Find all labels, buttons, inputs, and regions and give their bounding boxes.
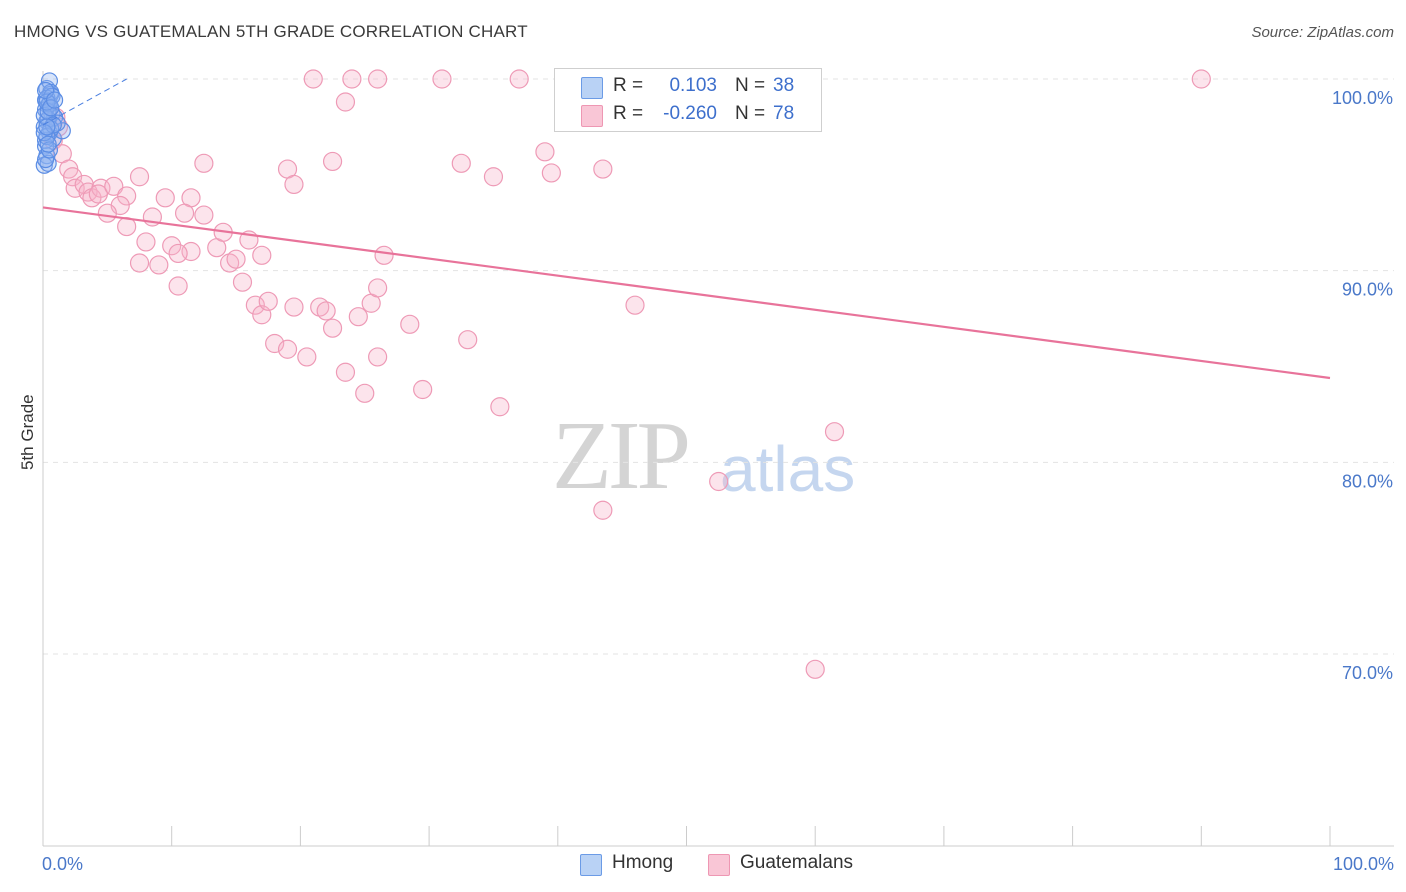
- guatemalans-point: [593, 500, 613, 520]
- guatemalans-point: [368, 347, 388, 367]
- x-tick-label-max: 100.0%: [1333, 854, 1394, 874]
- guatemalans-point: [97, 203, 117, 223]
- guatemalans-point: [226, 249, 246, 269]
- hmong-points: [35, 72, 71, 174]
- guatemalans-point: [194, 153, 214, 173]
- guatemalans-point: [258, 291, 278, 311]
- r-label: R =: [613, 103, 644, 124]
- hmong-point: [39, 135, 57, 153]
- guatemalans-legend-swatch: [708, 854, 730, 876]
- n-label: N =: [735, 103, 766, 124]
- hmong-point: [38, 118, 56, 136]
- r-value: -0.260: [663, 103, 717, 124]
- hmong-point: [45, 91, 64, 109]
- y-tick-labels: 70.0% 80.0% 90.0% 100.0%: [1332, 88, 1393, 683]
- watermark-zip: ZIP: [552, 402, 691, 510]
- y-tick-label: 80.0%: [1342, 471, 1393, 491]
- r-value: 0.103: [669, 75, 717, 96]
- guatemalans-point: [432, 69, 452, 89]
- guatemalans-point: [509, 69, 529, 89]
- guatemalans-point: [451, 153, 471, 173]
- guatemalans-point: [168, 276, 188, 296]
- guatemalans-point: [413, 379, 433, 400]
- axes: [42, 71, 1394, 847]
- guatemalans-point: [316, 301, 336, 321]
- series-legend: Hmong Guatemalans: [0, 852, 1406, 878]
- y-tick-label: 100.0%: [1332, 88, 1393, 108]
- guatemalans-point: [129, 253, 150, 273]
- hmong-trend-line: [42, 78, 127, 126]
- chart-title: HMONG VS GUATEMALAN 5TH GRADE CORRELATIO…: [14, 22, 528, 41]
- guatemalans-point: [805, 659, 825, 679]
- hmong-legend-label: Hmong: [612, 852, 674, 873]
- guatemalans-point: [335, 362, 356, 382]
- guatemalans-point: [490, 397, 510, 417]
- hmong-legend-swatch: [580, 854, 602, 876]
- guatemalans-point: [232, 272, 253, 292]
- legend-row-guatemalans: R = -0.260 N = 78: [555, 101, 821, 129]
- n-label: N =: [735, 75, 766, 96]
- guatemalans-point: [245, 295, 265, 315]
- guatemalans-point: [625, 295, 645, 315]
- x-tick-labels: 0.0% 100.0%: [42, 854, 1394, 874]
- guatemalans-point: [355, 383, 375, 403]
- hmong-swatch: [581, 77, 603, 99]
- r-label: R =: [613, 75, 644, 96]
- n-value: 38: [773, 75, 795, 96]
- guatemalans-point: [174, 203, 195, 223]
- guatemalans-point: [117, 186, 137, 206]
- guatemalans-point: [400, 314, 420, 334]
- guatemalans-point: [297, 347, 317, 367]
- guatemalans-point: [277, 339, 298, 359]
- guatemalans-point: [149, 255, 169, 275]
- guatemalans-point: [63, 167, 83, 187]
- n-value: 78: [773, 103, 795, 124]
- guatemalans-point: [155, 188, 175, 208]
- guatemalans-point: [322, 151, 343, 172]
- guatemalans-point: [541, 163, 561, 183]
- guatemalans-point: [374, 245, 394, 265]
- guatemalans-trend-line: [42, 206, 1331, 380]
- y-tick-label: 70.0%: [1342, 663, 1393, 683]
- guatemalans-point: [368, 278, 388, 298]
- guatemalans-point: [104, 176, 124, 196]
- guatemalans-point: [483, 167, 504, 187]
- guatemalans-point: [168, 243, 188, 264]
- gridlines: [43, 78, 1394, 655]
- guatemalans-point: [1191, 69, 1211, 89]
- guatemalans-point: [194, 205, 214, 225]
- guatemalans-point: [284, 297, 304, 317]
- guatemalans-point: [709, 471, 729, 492]
- guatemalans-point: [535, 142, 555, 162]
- guatemalans-point: [335, 92, 356, 112]
- guatemalans-legend-label: Guatemalans: [740, 852, 854, 873]
- guatemalans-point: [593, 159, 613, 179]
- source-credit: Source: ZipAtlas.com: [1251, 24, 1394, 41]
- guatemalans-point: [162, 236, 182, 256]
- trend-lines: [42, 78, 1331, 380]
- guatemalans-point: [136, 232, 156, 252]
- y-tick-label: 90.0%: [1342, 280, 1393, 300]
- guatemalans-point: [458, 330, 478, 350]
- guatemalans-point: [348, 307, 368, 327]
- guatemalans-point: [824, 422, 845, 442]
- guatemalans-point: [303, 69, 323, 89]
- legend-row-hmong: R = 0.103 N = 38: [555, 73, 821, 101]
- guatemalans-point: [322, 318, 343, 338]
- guatemalans-point: [368, 69, 388, 89]
- guatemalans-point: [88, 184, 108, 204]
- watermark-atlas: atlas: [720, 433, 856, 505]
- x-axis-ticks: [42, 826, 1331, 846]
- guatemalans-point: [252, 245, 272, 265]
- guatemalans-points: [43, 69, 1211, 679]
- guatemalans-swatch: [581, 105, 603, 127]
- guatemalans-point: [129, 167, 150, 187]
- hmong-point: [40, 141, 59, 159]
- stats-legend: R = 0.103 N = 38 R = -0.260 N = 78: [554, 68, 822, 132]
- guatemalans-point: [342, 69, 362, 89]
- guatemalans-point: [284, 174, 304, 195]
- x-tick-label-min: 0.0%: [42, 854, 83, 874]
